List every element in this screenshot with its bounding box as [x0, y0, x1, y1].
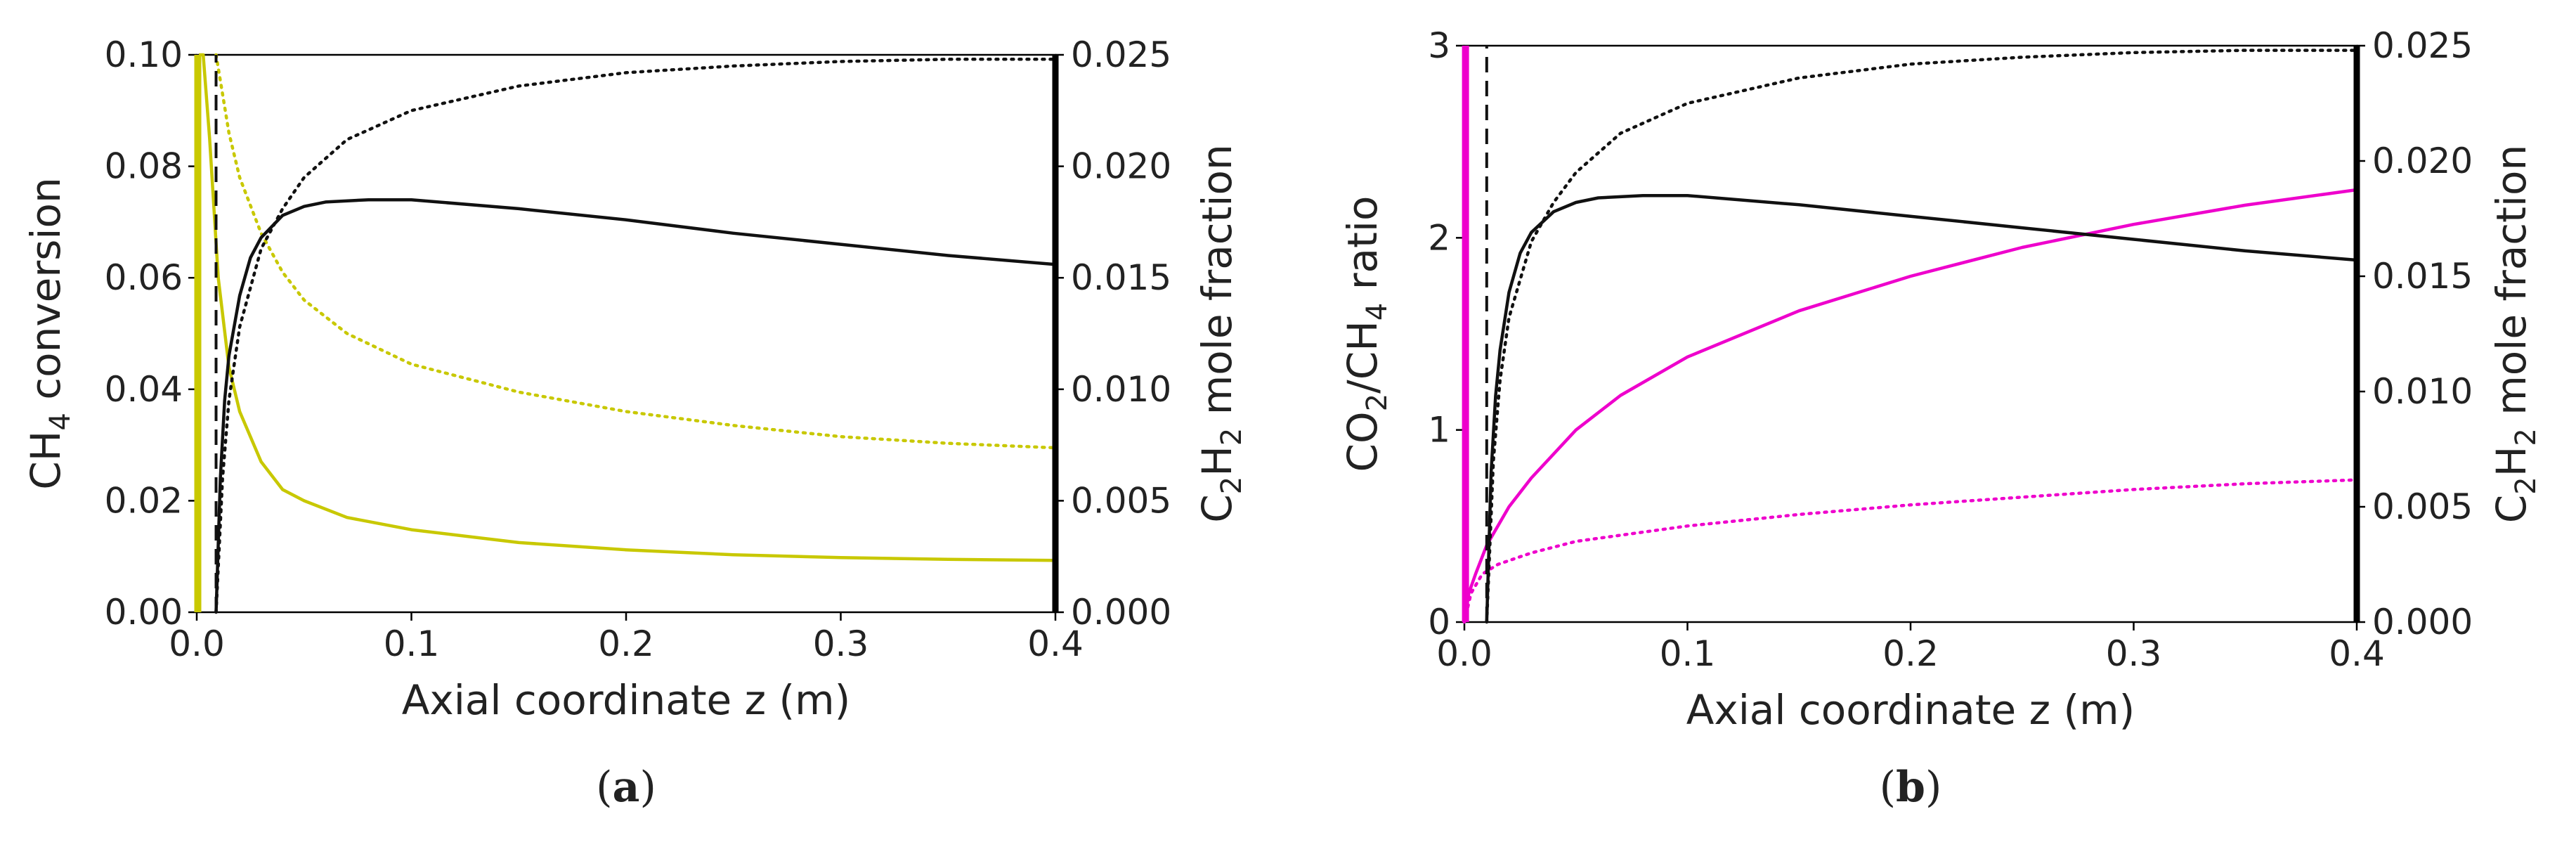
x-tick-label: 0.3 — [813, 623, 869, 664]
x-tick-label: 0.3 — [2106, 633, 2162, 674]
y-right-tick-label: 0.010 — [1071, 369, 1171, 410]
y-left-tick-label: 0 — [1428, 602, 1450, 642]
y-left-tick-label: 0.06 — [105, 257, 183, 298]
y-right-tick-label: 0.025 — [1071, 34, 1171, 75]
y-left-tick-label: 0.10 — [105, 34, 183, 75]
y-right-tick-label: 0.005 — [2372, 486, 2473, 527]
y-right-tick-label: 0.020 — [2372, 141, 2473, 181]
x-tick-label: 0.1 — [1660, 633, 1716, 674]
y-left-tick-label: 0.00 — [105, 592, 183, 633]
y-right-tick-label: 0.015 — [2372, 256, 2473, 297]
y-left-tick-label: 2 — [1428, 217, 1450, 258]
series-line — [1462, 478, 2359, 624]
chart-panel-a: 0.0 0.1 0.2 0.3 0.4 0.00 0.02 0.04 0.06 0.08 0.10 0… — [22, 34, 1248, 812]
series-line — [214, 198, 1056, 613]
y-right-tick-label: 0.015 — [1071, 257, 1171, 298]
y-left-tick-label: 0.02 — [105, 480, 183, 521]
y-left-tick-label: 0.04 — [105, 369, 183, 410]
series-line — [1462, 188, 2357, 623]
y-left-axis-title: CO2/CH4 ratio — [1339, 196, 1393, 472]
x-tick-label: 0.2 — [598, 623, 654, 664]
series-line — [214, 53, 1058, 450]
y-right-tick-label: 0.025 — [2372, 25, 2473, 66]
chart-panel-b: 0.0 0.1 0.2 0.3 0.4 0 1 2 3 0.000 0.005 0.010 0.015 0… — [1339, 25, 2542, 812]
y-left-tick-label: 3 — [1428, 25, 1450, 66]
y-left-tick-label: 1 — [1428, 410, 1450, 451]
y-right-axis-title: C2H2 mole fraction — [1193, 144, 1248, 522]
y-right-tick-label: 0.000 — [1071, 592, 1171, 633]
y-right-axis-title: C2H2 mole fraction — [2487, 145, 2542, 523]
y-right-tick-label: 0.000 — [2372, 602, 2473, 642]
y-left-axis-title: CH4 conversion — [22, 177, 77, 490]
y-right-tick-label: 0.005 — [1071, 480, 1171, 521]
x-tick-label: 0.0 — [169, 623, 225, 664]
x-tick-label: 0.4 — [1027, 623, 1084, 664]
plot-frame — [195, 53, 1057, 614]
x-tick-label: 0.1 — [384, 623, 440, 664]
panel-label: (b) — [1880, 763, 1942, 812]
y-right-tick-label: 0.010 — [2372, 371, 2473, 412]
x-tick-label: 0.4 — [2329, 633, 2385, 674]
plot-frame — [1463, 44, 2358, 623]
series-line — [1485, 49, 2359, 624]
series-line — [199, 53, 1056, 562]
x-axis-title: Axial coordinate z (m) — [402, 676, 851, 724]
y-right-tick-label: 0.020 — [1071, 146, 1171, 187]
x-tick-label: 0.0 — [1436, 633, 1492, 674]
y-left-tick-label: 0.08 — [105, 146, 183, 187]
panel-label: (a) — [596, 763, 656, 812]
series-line — [214, 58, 1058, 614]
x-tick-label: 0.2 — [1882, 633, 1939, 674]
series-line — [1485, 193, 2357, 623]
x-axis-title: Axial coordinate z (m) — [1686, 686, 2135, 734]
